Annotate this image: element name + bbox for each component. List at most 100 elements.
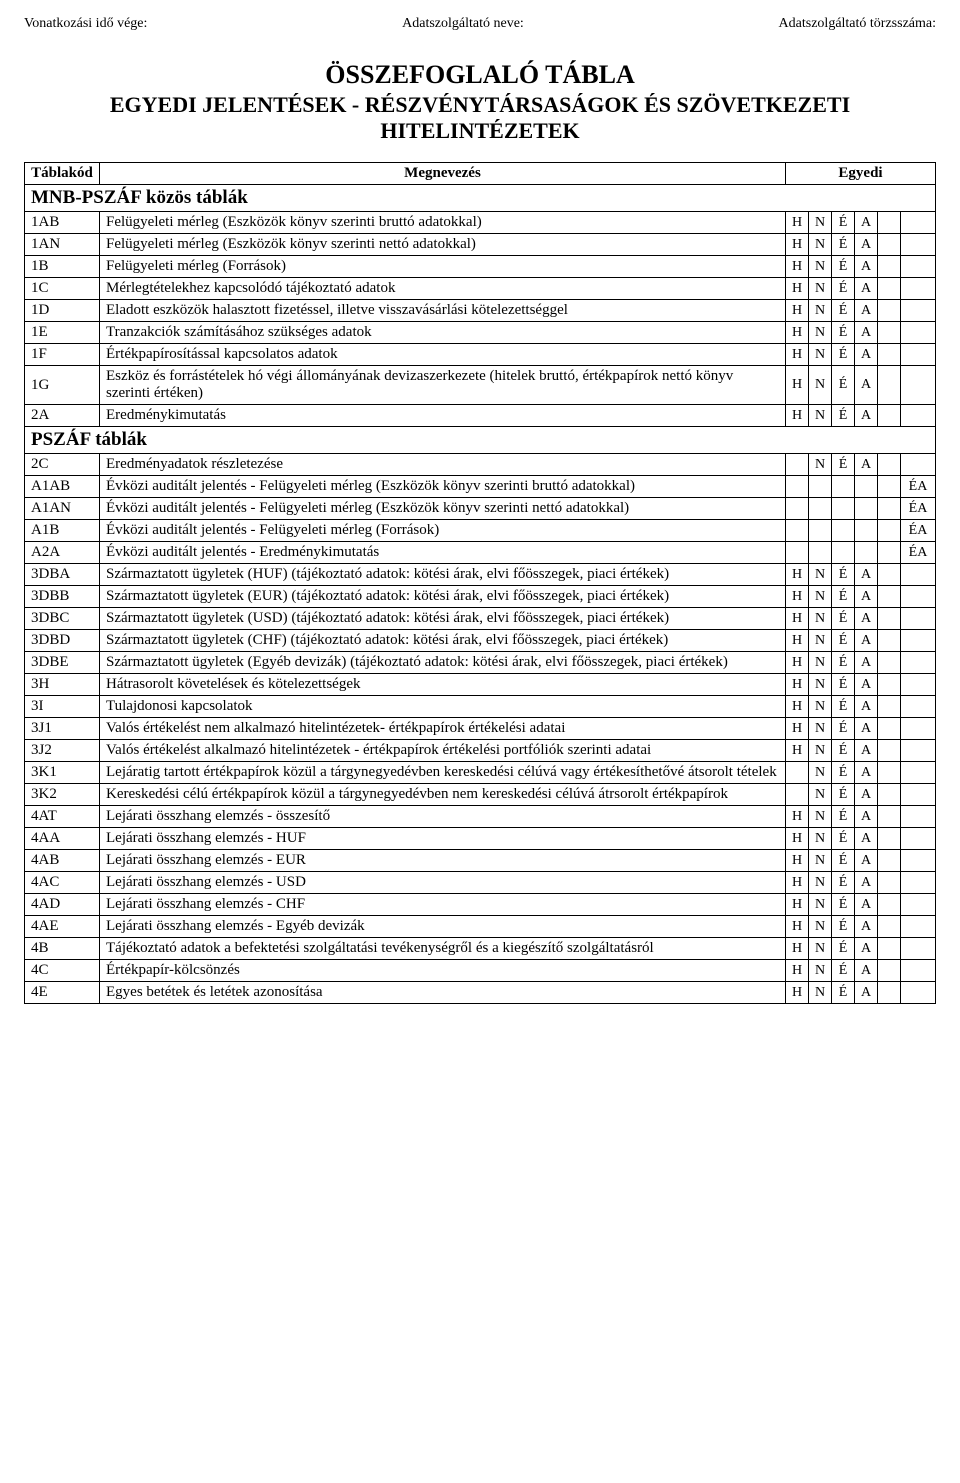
cell-flag: N xyxy=(809,850,832,872)
cell-flag xyxy=(901,608,936,630)
cell-name: Évközi auditált jelentés - Eredménykimut… xyxy=(100,542,786,564)
cell-flag: H xyxy=(786,300,809,322)
cell-flag: A xyxy=(855,256,878,278)
cell-flag xyxy=(878,982,901,1004)
cell-flag: A xyxy=(855,806,878,828)
cell-flag xyxy=(832,498,855,520)
cell-flag: H xyxy=(786,344,809,366)
cell-flag xyxy=(786,454,809,476)
cell-code: A1AB xyxy=(25,476,100,498)
cell-flag: A xyxy=(855,916,878,938)
cell-flag: N xyxy=(809,960,832,982)
cell-flag: N xyxy=(809,212,832,234)
cell-name: Évközi auditált jelentés - Felügyeleti m… xyxy=(100,520,786,542)
cell-code: 4AD xyxy=(25,894,100,916)
table-row: 3J2Valós értékelést alkalmazó hitelintéz… xyxy=(25,740,936,762)
cell-flag: É xyxy=(832,212,855,234)
cell-flag xyxy=(901,454,936,476)
cell-name: Lejárati összhang elemzés - CHF xyxy=(100,894,786,916)
cell-flag xyxy=(832,476,855,498)
cell-flag xyxy=(786,498,809,520)
cell-flag: H xyxy=(786,586,809,608)
cell-flag xyxy=(809,498,832,520)
cell-flag: N xyxy=(809,256,832,278)
cell-flag: É xyxy=(832,718,855,740)
cell-flag xyxy=(878,300,901,322)
cell-flag: N xyxy=(809,828,832,850)
cell-flag xyxy=(901,916,936,938)
cell-flag: A xyxy=(855,322,878,344)
cell-flag: A xyxy=(855,366,878,405)
cell-flag xyxy=(878,718,901,740)
table-row: 4BTájékoztató adatok a befektetési szolg… xyxy=(25,938,936,960)
cell-flag: É xyxy=(832,806,855,828)
cell-name: Felügyeleti mérleg (Eszközök könyv szeri… xyxy=(100,234,786,256)
cell-flag: É xyxy=(832,405,855,427)
cell-flag: N xyxy=(809,405,832,427)
cell-flag: A xyxy=(855,784,878,806)
cell-code: 3DBD xyxy=(25,630,100,652)
cell-code: 1F xyxy=(25,344,100,366)
cell-flag: H xyxy=(786,608,809,630)
cell-flag: É xyxy=(832,366,855,405)
cell-flag xyxy=(878,586,901,608)
cell-flag xyxy=(855,476,878,498)
table-row: 3DBESzármaztatott ügyletek (Egyéb devizá… xyxy=(25,652,936,674)
cell-flag: É xyxy=(832,938,855,960)
cell-flag: É xyxy=(832,652,855,674)
cell-flag: É xyxy=(832,344,855,366)
col-header-flags: Egyedi xyxy=(786,163,936,185)
table-row: 4AALejárati összhang elemzés - HUFHNÉA xyxy=(25,828,936,850)
cell-flag: H xyxy=(786,652,809,674)
cell-flag: A xyxy=(855,828,878,850)
cell-flag xyxy=(878,256,901,278)
table-row: 4ADLejárati összhang elemzés - CHFHNÉA xyxy=(25,894,936,916)
cell-flag xyxy=(878,740,901,762)
cell-flag: É xyxy=(832,960,855,982)
cell-code: 4AE xyxy=(25,916,100,938)
top-labels-row: Vonatkozási idő vége: Adatszolgáltató ne… xyxy=(24,16,936,32)
table-row: 3HHátrasorolt követelések és kötelezetts… xyxy=(25,674,936,696)
cell-flag: É xyxy=(832,894,855,916)
cell-name: Évközi auditált jelentés - Felügyeleti m… xyxy=(100,498,786,520)
table-row: 1FÉrtékpapírosítással kapcsolatos adatok… xyxy=(25,344,936,366)
cell-flag xyxy=(878,960,901,982)
cell-flag xyxy=(878,630,901,652)
cell-flag: É xyxy=(832,916,855,938)
cell-name: Egyes betétek és letétek azonosítása xyxy=(100,982,786,1004)
cell-flag: N xyxy=(809,608,832,630)
cell-flag xyxy=(878,278,901,300)
cell-flag: N xyxy=(809,938,832,960)
cell-flag: H xyxy=(786,982,809,1004)
cell-code: 3K2 xyxy=(25,784,100,806)
cell-name: Származtatott ügyletek (Egyéb devizák) (… xyxy=(100,652,786,674)
table-row: 1ANFelügyeleti mérleg (Eszközök könyv sz… xyxy=(25,234,936,256)
cell-flag xyxy=(901,894,936,916)
cell-code: 1B xyxy=(25,256,100,278)
cell-flag xyxy=(878,762,901,784)
cell-code: 3H xyxy=(25,674,100,696)
cell-name: Mérlegtételekhez kapcsolódó tájékoztató … xyxy=(100,278,786,300)
table-row: 2AEredménykimutatásHNÉA xyxy=(25,405,936,427)
cell-flag xyxy=(809,520,832,542)
cell-code: 4AC xyxy=(25,872,100,894)
cell-flag: A xyxy=(855,674,878,696)
cell-code: 4AA xyxy=(25,828,100,850)
cell-flag: É xyxy=(832,630,855,652)
cell-flag xyxy=(878,520,901,542)
cell-flag: N xyxy=(809,630,832,652)
cell-flag xyxy=(809,542,832,564)
cell-flag: É xyxy=(832,872,855,894)
cell-flag: H xyxy=(786,256,809,278)
cell-flag: H xyxy=(786,212,809,234)
section-heading-row: MNB-PSZÁF közös táblák xyxy=(25,185,936,212)
cell-flag: É xyxy=(832,850,855,872)
cell-flag xyxy=(878,938,901,960)
cell-flag xyxy=(901,652,936,674)
cell-code: 3DBB xyxy=(25,586,100,608)
cell-flag xyxy=(878,872,901,894)
cell-name: Lejáratig tartott értékpapírok közül a t… xyxy=(100,762,786,784)
table-row: 1BFelügyeleti mérleg (Források)HNÉA xyxy=(25,256,936,278)
table-row: 1DEladott eszközök halasztott fizetéssel… xyxy=(25,300,936,322)
table-row: 3DBBSzármaztatott ügyletek (EUR) (tájéko… xyxy=(25,586,936,608)
